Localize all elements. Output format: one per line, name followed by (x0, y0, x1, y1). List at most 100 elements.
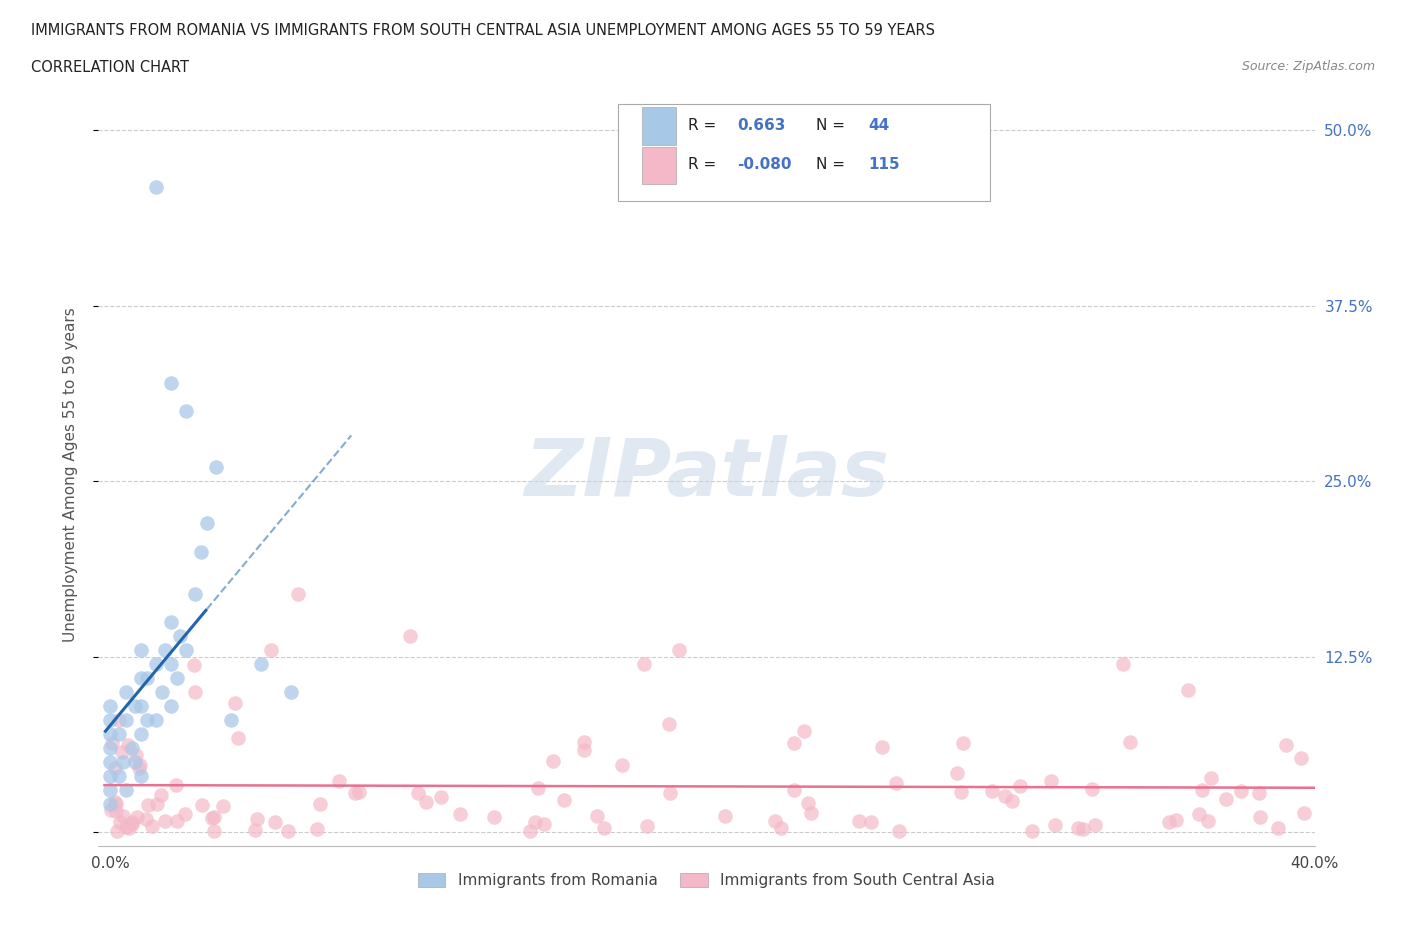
Point (527, 780, 550, 795)
Point (146, 796, 169, 811)
Point (792, 724, 814, 738)
Point (159, 376, 181, 391)
Point (165, 777, 187, 792)
Point (1112, 657, 1135, 671)
Text: R =: R = (689, 157, 721, 172)
Point (1201, 771, 1223, 786)
Point (1289, 751, 1312, 765)
Point (129, 671, 152, 685)
Point (1071, 821, 1094, 836)
Point (952, 736, 974, 751)
Point (347, 784, 370, 799)
Point (593, 820, 616, 835)
Point (658, 786, 681, 801)
Point (124, 698, 146, 713)
Point (105, 823, 128, 838)
Point (783, 736, 806, 751)
Point (796, 795, 818, 810)
Point (980, 783, 1002, 798)
Point (1021, 823, 1043, 838)
Point (117, 820, 139, 835)
Point (226, 731, 249, 746)
Point (108, 712, 131, 727)
Point (202, 823, 225, 838)
Point (212, 798, 235, 813)
Point (191, 798, 214, 813)
Point (153, 814, 176, 829)
Bar (643, 107, 676, 144)
Point (1067, 820, 1090, 835)
Bar (643, 147, 676, 184)
Point (574, 742, 596, 757)
FancyBboxPatch shape (617, 104, 990, 201)
Point (1191, 783, 1213, 798)
Text: 0.663: 0.663 (737, 118, 786, 133)
Point (124, 748, 146, 763)
Point (1274, 737, 1296, 752)
Text: -0.080: -0.080 (737, 157, 792, 172)
Point (287, 586, 309, 601)
Point (138, 797, 160, 812)
Point (159, 614, 181, 629)
Point (145, 712, 167, 727)
Point (100, 740, 122, 755)
Point (128, 758, 150, 773)
Point (114, 783, 136, 798)
Point (263, 815, 285, 830)
Point (135, 671, 157, 685)
Point (101, 736, 124, 751)
Point (205, 459, 228, 474)
Point (246, 812, 269, 827)
Point (1039, 774, 1062, 789)
Point (184, 586, 207, 601)
Point (305, 821, 328, 836)
Point (117, 737, 139, 752)
Point (586, 808, 609, 823)
Point (190, 544, 212, 559)
Point (430, 790, 453, 804)
Point (309, 797, 332, 812)
Point (406, 785, 429, 800)
Point (519, 823, 541, 838)
Text: R =: R = (689, 118, 721, 133)
Point (100, 803, 122, 817)
Point (169, 629, 191, 644)
Point (1001, 793, 1024, 808)
Point (870, 739, 893, 754)
Point (668, 643, 690, 658)
Point (121, 815, 143, 830)
Point (184, 684, 207, 699)
Point (100, 797, 122, 812)
Point (135, 812, 157, 827)
Text: ZIPatlas: ZIPatlas (524, 435, 889, 513)
Point (1215, 791, 1237, 806)
Point (399, 629, 422, 644)
Point (115, 820, 138, 835)
Point (153, 643, 176, 658)
Point (1157, 814, 1180, 829)
Point (219, 712, 242, 727)
Point (1119, 735, 1142, 750)
Point (1197, 814, 1219, 829)
Y-axis label: Unemployment Among Ages 55 to 59 years: Unemployment Among Ages 55 to 59 years (63, 307, 77, 642)
Point (770, 821, 793, 836)
Point (714, 808, 737, 823)
Point (112, 808, 135, 823)
Point (533, 817, 555, 831)
Point (108, 815, 131, 830)
Point (173, 807, 195, 822)
Point (108, 726, 131, 741)
Point (129, 698, 152, 713)
Point (129, 643, 152, 658)
Point (243, 823, 266, 838)
Text: CORRELATION CHART: CORRELATION CHART (31, 60, 188, 75)
Point (100, 769, 122, 784)
Point (1187, 807, 1209, 822)
Point (1229, 784, 1251, 799)
Point (159, 698, 181, 713)
Point (202, 809, 225, 824)
Point (343, 786, 366, 801)
Point (887, 823, 910, 838)
Point (1043, 817, 1066, 832)
Point (135, 712, 157, 727)
